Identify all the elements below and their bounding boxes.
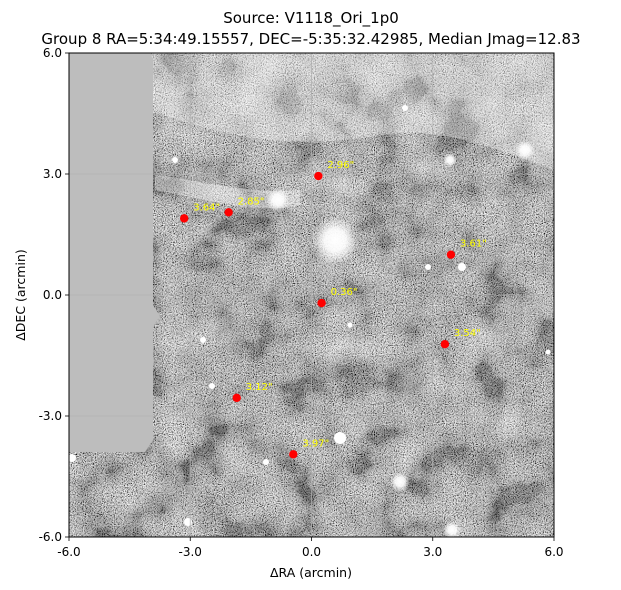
x-tick-label: -3.0 <box>179 545 202 559</box>
nebula-band <box>150 53 554 170</box>
star <box>200 337 206 343</box>
star <box>334 432 346 444</box>
y-axis: -6.0 -3.0 0.0 3.0 6.0 <box>39 46 69 544</box>
data-point-label: 3.64" <box>193 202 220 213</box>
bright-star <box>515 140 535 160</box>
y-tick-label: 6.0 <box>43 46 62 60</box>
y-tick-label: -6.0 <box>39 530 62 544</box>
nebula-streak <box>155 175 300 209</box>
x-tick-label: 6.0 <box>544 545 563 559</box>
bright-star <box>266 188 290 212</box>
data-point <box>179 214 189 223</box>
masked-region <box>69 53 160 452</box>
star <box>69 454 76 462</box>
star <box>545 349 551 355</box>
y-tick-label: 0.0 <box>43 288 62 302</box>
y-axis-label: ΔDEC (arcmin) <box>13 249 28 341</box>
x-tick-label: -6.0 <box>57 545 80 559</box>
x-axis: -6.0 -3.0 0.0 3.0 6.0 <box>57 537 564 559</box>
data-point <box>224 208 233 217</box>
bright-star <box>443 153 457 167</box>
bright-star <box>443 521 461 537</box>
star <box>184 518 192 526</box>
data-point <box>440 340 450 349</box>
data-point-label: 2.85" <box>238 196 265 207</box>
star <box>172 157 178 163</box>
star <box>263 459 269 465</box>
data-point-label: 3.12" <box>246 382 273 393</box>
star <box>402 105 408 111</box>
x-axis-label: ΔRA (arcmin) <box>270 565 352 580</box>
data-point <box>289 450 298 459</box>
y-tick-label: -3.0 <box>39 409 62 423</box>
data-point-label: 3.54" <box>454 328 481 339</box>
data-point-label: 0.36" <box>331 287 358 298</box>
y-tick-label: 3.0 <box>43 167 62 181</box>
data-point-label: 3.97" <box>302 438 329 449</box>
x-tick-label: 0.0 <box>302 545 321 559</box>
data-point-label: 2.96" <box>327 160 354 171</box>
star <box>209 383 215 389</box>
data-point <box>232 393 241 403</box>
chart-title-line-2: Group 8 RA=5:34:49.15557, DEC=-5:35:32.4… <box>41 30 580 48</box>
sky-image <box>69 53 554 537</box>
star <box>458 263 466 271</box>
chart-title-line-1: Source: V1118_Ori_1p0 <box>223 9 399 28</box>
bright-star <box>390 472 410 492</box>
star <box>347 322 353 328</box>
star <box>425 264 431 270</box>
data-points: 2.96" 2.85" 3.64" 3.61" 0.36" 3.54" 3.12" 3.97" <box>179 160 487 459</box>
data-point-label: 3.61" <box>460 239 487 250</box>
data-point <box>317 298 326 308</box>
data-point <box>314 171 323 181</box>
x-tick-label: 3.0 <box>423 545 442 559</box>
data-point <box>446 250 456 259</box>
bright-star <box>311 216 359 264</box>
